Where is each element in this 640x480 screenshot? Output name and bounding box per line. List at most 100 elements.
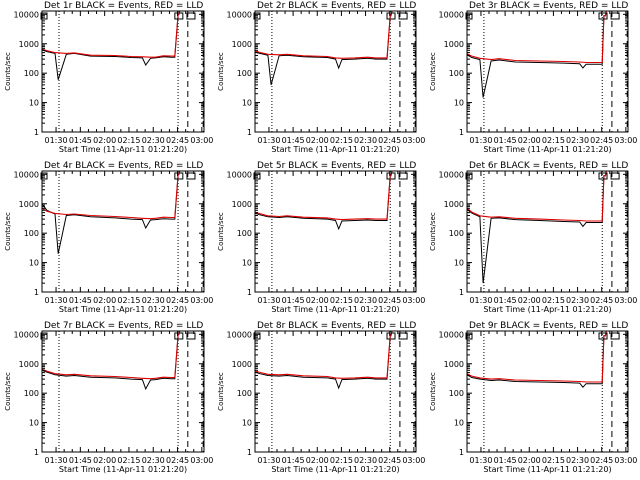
x-tick-label: 02:30 (566, 136, 589, 145)
y-tick-label: 10000 (14, 330, 39, 339)
x-tick-label: 02:30 (142, 296, 165, 305)
x-tick-label: 02:00 (306, 456, 329, 465)
y-axis-label: Counts/sec (4, 212, 12, 251)
panel-title: Det 9r BLACK = Events, RED = LLD (469, 321, 628, 331)
y-tick-label: 1000 (232, 200, 252, 209)
x-tick-label: 02:00 (518, 136, 541, 145)
y-tick-label: 10 (29, 419, 39, 428)
x-axis-label: Start Time (11-Apr-11 01:21:20) (483, 145, 611, 154)
x-tick-label: 03:00 (614, 136, 637, 145)
x-tick-label: 03:00 (402, 456, 425, 465)
y-axis-label: Counts/sec (429, 52, 437, 91)
bracket-mark (174, 172, 184, 180)
x-tick-label: 02:15 (542, 456, 565, 465)
y-tick-label: 1 (459, 448, 464, 457)
x-tick-label: 02:45 (590, 456, 613, 465)
x-tick-label: 02:15 (117, 136, 140, 145)
x-tick-label: 01:30 (257, 136, 280, 145)
y-tick-label: 100 (449, 389, 464, 398)
y-tick-label: 1000 (19, 360, 39, 369)
x-tick-label: 02:30 (354, 456, 377, 465)
x-tick-label: 03:00 (402, 296, 425, 305)
y-tick-label: 10000 (227, 10, 252, 19)
x-tick-label: 02:30 (354, 296, 377, 305)
x-tick-label: 03:00 (190, 136, 213, 145)
bracket-mark (386, 332, 396, 340)
y-axis-label: Counts/sec (4, 372, 12, 411)
y-tick-label: 100 (237, 389, 252, 398)
bracket-mark (186, 12, 196, 20)
bracket-mark (598, 332, 608, 340)
y-tick-label: 10000 (439, 330, 464, 339)
panel-title: Det 8r BLACK = Events, RED = LLD (257, 321, 416, 331)
panel-det-1: Det 1r BLACK = Events, RED = LLD 1 10 100 10… (4, 1, 213, 154)
x-tick-label: 02:45 (166, 456, 189, 465)
y-axis-label: Counts/sec (217, 52, 225, 91)
series-lld-line (41, 10, 204, 58)
series-events-line (41, 10, 204, 80)
y-tick-label: 10 (454, 259, 464, 268)
y-tick-label: 10 (454, 99, 464, 108)
y-tick-label: 100 (449, 229, 464, 238)
y-tick-label: 10000 (14, 10, 39, 19)
y-tick-label: 1 (34, 288, 39, 297)
panel-title: Det 2r BLACK = Events, RED = LLD (257, 1, 416, 11)
x-tick-label: 01:30 (45, 456, 68, 465)
series-events-line (254, 170, 416, 231)
series-events-line (254, 330, 416, 390)
panel-det-8: Det 8r BLACK = Events, RED = LLD 1 10 100 10… (217, 321, 425, 474)
bracket-mark (610, 12, 620, 20)
series-events-line (254, 10, 416, 86)
y-tick-label: 10000 (14, 170, 39, 179)
y-tick-label: 1000 (19, 200, 39, 209)
x-tick-label: 02:45 (378, 136, 401, 145)
y-axis-label: Counts/sec (217, 372, 225, 411)
x-tick-label: 02:00 (518, 296, 541, 305)
x-tick-label: 01:30 (257, 296, 280, 305)
x-tick-label: 01:45 (494, 296, 517, 305)
y-tick-label: 1000 (444, 200, 464, 209)
x-tick-label: 02:00 (518, 456, 541, 465)
x-axis-label: Start Time (11-Apr-11 01:21:20) (59, 145, 187, 154)
panel-det-3: Det 3r BLACK = Events, RED = LLD 1 10 100 10… (429, 1, 637, 154)
bracket-mark (598, 172, 608, 180)
series-lld-line (41, 330, 204, 380)
y-tick-label: 1 (247, 448, 252, 457)
y-tick-label: 1 (34, 128, 39, 137)
panel-det-5: Det 5r BLACK = Events, RED = LLD 1 10 100 10… (217, 161, 425, 314)
bracket-mark (386, 12, 396, 20)
y-axis-label: Counts/sec (429, 372, 437, 411)
x-tick-label: 01:30 (45, 296, 68, 305)
bracket-mark (186, 172, 196, 180)
panel-title: Det 3r BLACK = Events, RED = LLD (469, 1, 628, 11)
x-tick-label: 03:00 (190, 456, 213, 465)
series-lld-line (254, 330, 416, 379)
x-tick-label: 01:45 (282, 456, 305, 465)
panel-title: Det 6r BLACK = Events, RED = LLD (469, 161, 628, 171)
x-tick-label: 02:15 (542, 296, 565, 305)
x-tick-label: 02:00 (93, 456, 116, 465)
plot-frame (466, 170, 629, 293)
y-tick-label: 10000 (439, 10, 464, 19)
y-tick-label: 100 (24, 229, 39, 238)
x-tick-label: 02:00 (306, 296, 329, 305)
x-tick-label: 02:45 (590, 136, 613, 145)
x-tick-label: 01:45 (69, 456, 92, 465)
x-tick-label: 01:45 (494, 136, 517, 145)
series-lld-line (254, 10, 416, 59)
panel-title: Det 4r BLACK = Events, RED = LLD (44, 161, 203, 171)
bracket-mark (598, 12, 608, 20)
y-axis-label: Counts/sec (217, 212, 225, 251)
x-tick-label: 02:45 (166, 296, 189, 305)
bracket-mark (610, 332, 620, 340)
y-tick-label: 10 (242, 419, 252, 428)
x-axis-label: Start Time (11-Apr-11 01:21:20) (271, 145, 399, 154)
x-tick-label: 02:45 (166, 136, 189, 145)
x-tick-label: 02:00 (93, 296, 116, 305)
series-events-line (41, 330, 204, 391)
x-tick-label: 01:30 (257, 456, 280, 465)
x-axis-label: Start Time (11-Apr-11 01:21:20) (59, 465, 187, 474)
x-tick-label: 02:45 (590, 296, 613, 305)
panel-title: Det 1r BLACK = Events, RED = LLD (44, 1, 203, 11)
x-tick-label: 02:15 (330, 456, 353, 465)
